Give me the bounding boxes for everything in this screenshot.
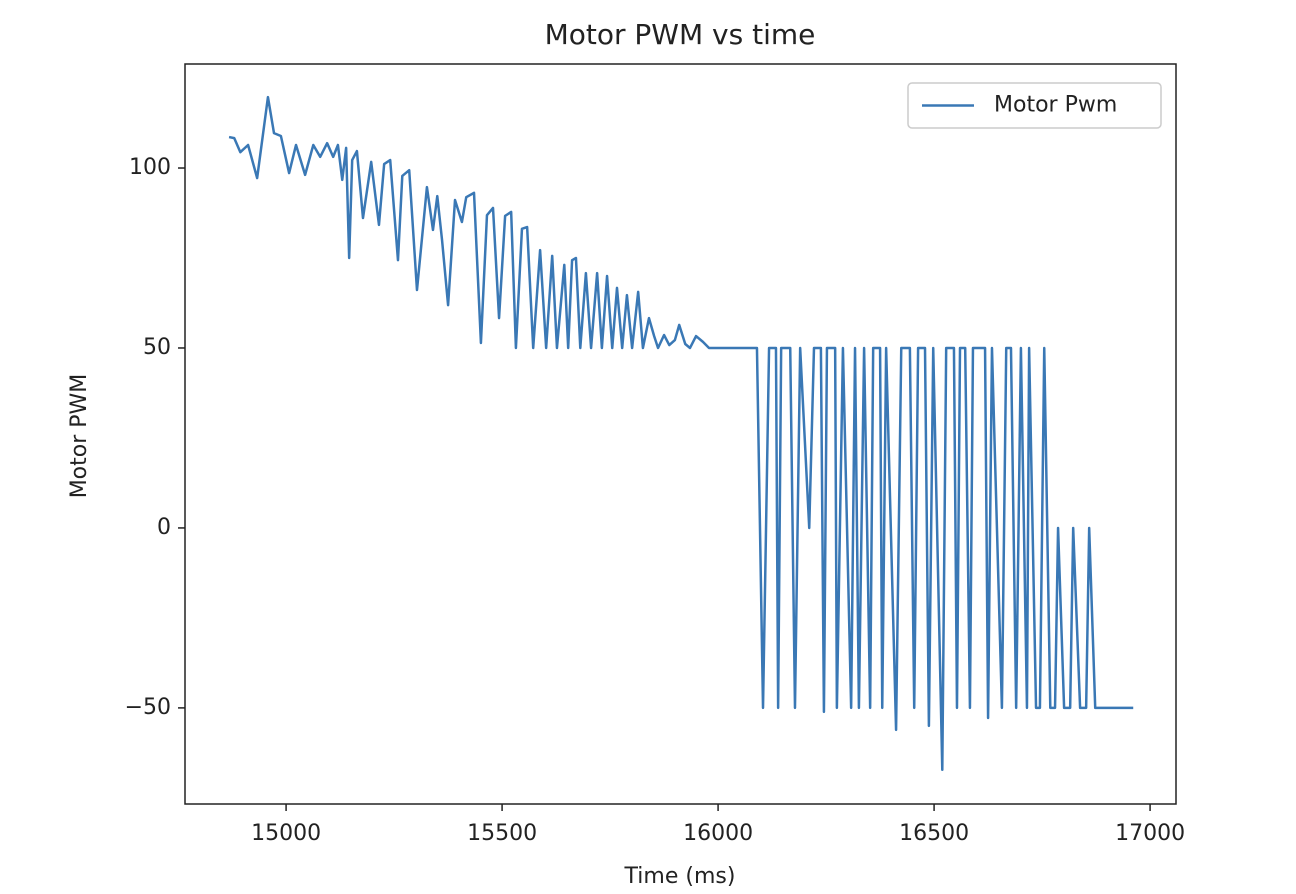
chart-title: Motor PWM vs time <box>545 18 816 51</box>
x-tick-label: 16500 <box>899 821 969 846</box>
legend-label: Motor Pwm <box>994 93 1117 118</box>
y-tick-label: −50 <box>125 695 171 720</box>
plot-frame <box>184 63 1177 805</box>
x-tick-label: 15500 <box>467 821 537 846</box>
y-tick-label: 50 <box>143 335 171 360</box>
data-line <box>228 95 1134 772</box>
x-axis-label: Time (ms) <box>624 864 736 889</box>
y-tick-label: 0 <box>157 515 171 540</box>
y-tick-label: 100 <box>129 155 171 180</box>
y-axis-label: Motor PWM <box>67 374 92 499</box>
x-tick-label: 15000 <box>251 821 321 846</box>
x-tick-label: 16000 <box>683 821 753 846</box>
legend-box <box>907 82 1162 129</box>
x-tick-label: 17000 <box>1115 821 1185 846</box>
